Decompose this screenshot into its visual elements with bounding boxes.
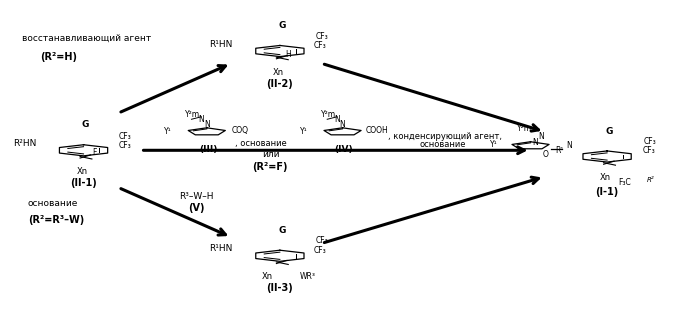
Text: Xn: Xn — [273, 68, 284, 77]
Text: Xn: Xn — [600, 173, 611, 182]
Text: CF₃: CF₃ — [644, 137, 656, 146]
Text: R²: R² — [647, 177, 654, 183]
Text: (II-3): (II-3) — [266, 283, 294, 293]
Text: R¹HN: R¹HN — [209, 40, 233, 49]
Text: или: или — [262, 151, 280, 159]
Text: Y¹: Y¹ — [164, 126, 172, 136]
Text: основание: основание — [419, 140, 466, 149]
Text: (IV): (IV) — [335, 145, 353, 154]
Text: F₃C: F₃C — [618, 178, 631, 187]
Text: CF₃: CF₃ — [119, 132, 131, 141]
Text: Xn: Xn — [77, 167, 87, 176]
Text: CF₃: CF₃ — [315, 32, 328, 41]
Text: R¹HN: R¹HN — [209, 244, 233, 254]
Text: Y²m: Y²m — [185, 110, 201, 119]
Text: R²HN: R²HN — [13, 139, 36, 148]
Text: N: N — [199, 115, 204, 124]
Text: (II-2): (II-2) — [266, 79, 294, 89]
Text: , конденсирующий агент,: , конденсирующий агент, — [388, 132, 502, 141]
Text: R¹: R¹ — [556, 146, 564, 156]
Text: Xn: Xn — [262, 272, 273, 281]
Text: N: N — [340, 121, 345, 129]
Text: (R²=R³–W): (R²=R³–W) — [28, 215, 84, 225]
Text: G: G — [278, 21, 286, 30]
Text: (R²=H): (R²=H) — [40, 52, 77, 62]
Text: CF₃: CF₃ — [314, 246, 326, 255]
Text: G: G — [82, 121, 89, 129]
Text: COOH: COOH — [366, 126, 389, 135]
Text: N: N — [334, 115, 340, 124]
Text: (R²=F): (R²=F) — [252, 162, 287, 172]
Text: CF₃: CF₃ — [314, 41, 326, 50]
Text: G: G — [605, 126, 613, 136]
Text: (II-1): (II-1) — [70, 178, 97, 188]
Text: N: N — [204, 121, 210, 129]
Text: Y²m: Y²m — [517, 124, 533, 133]
Text: Y¹: Y¹ — [300, 126, 308, 136]
Text: N: N — [566, 141, 572, 150]
Text: F: F — [92, 148, 96, 157]
Text: Y¹: Y¹ — [489, 140, 497, 149]
Text: основание: основание — [28, 198, 78, 208]
Text: H: H — [285, 50, 291, 59]
Text: (V): (V) — [188, 203, 205, 213]
Text: R³–W–H: R³–W–H — [179, 192, 213, 201]
Text: (I-1): (I-1) — [596, 187, 619, 197]
Text: N: N — [533, 138, 538, 147]
Text: Y²m: Y²m — [321, 110, 336, 119]
Text: (III): (III) — [199, 145, 217, 154]
Text: O: O — [543, 151, 549, 159]
Text: G: G — [278, 226, 286, 235]
Text: COQ: COQ — [231, 126, 249, 135]
Text: WR³: WR³ — [300, 272, 316, 281]
Text: CF₃: CF₃ — [315, 236, 328, 245]
Text: восстанавливающий агент: восстанавливающий агент — [22, 34, 152, 43]
Text: N: N — [538, 132, 544, 141]
Text: , основание: , основание — [235, 139, 287, 148]
Text: CF₃: CF₃ — [642, 146, 655, 156]
Text: CF₃: CF₃ — [119, 141, 131, 150]
